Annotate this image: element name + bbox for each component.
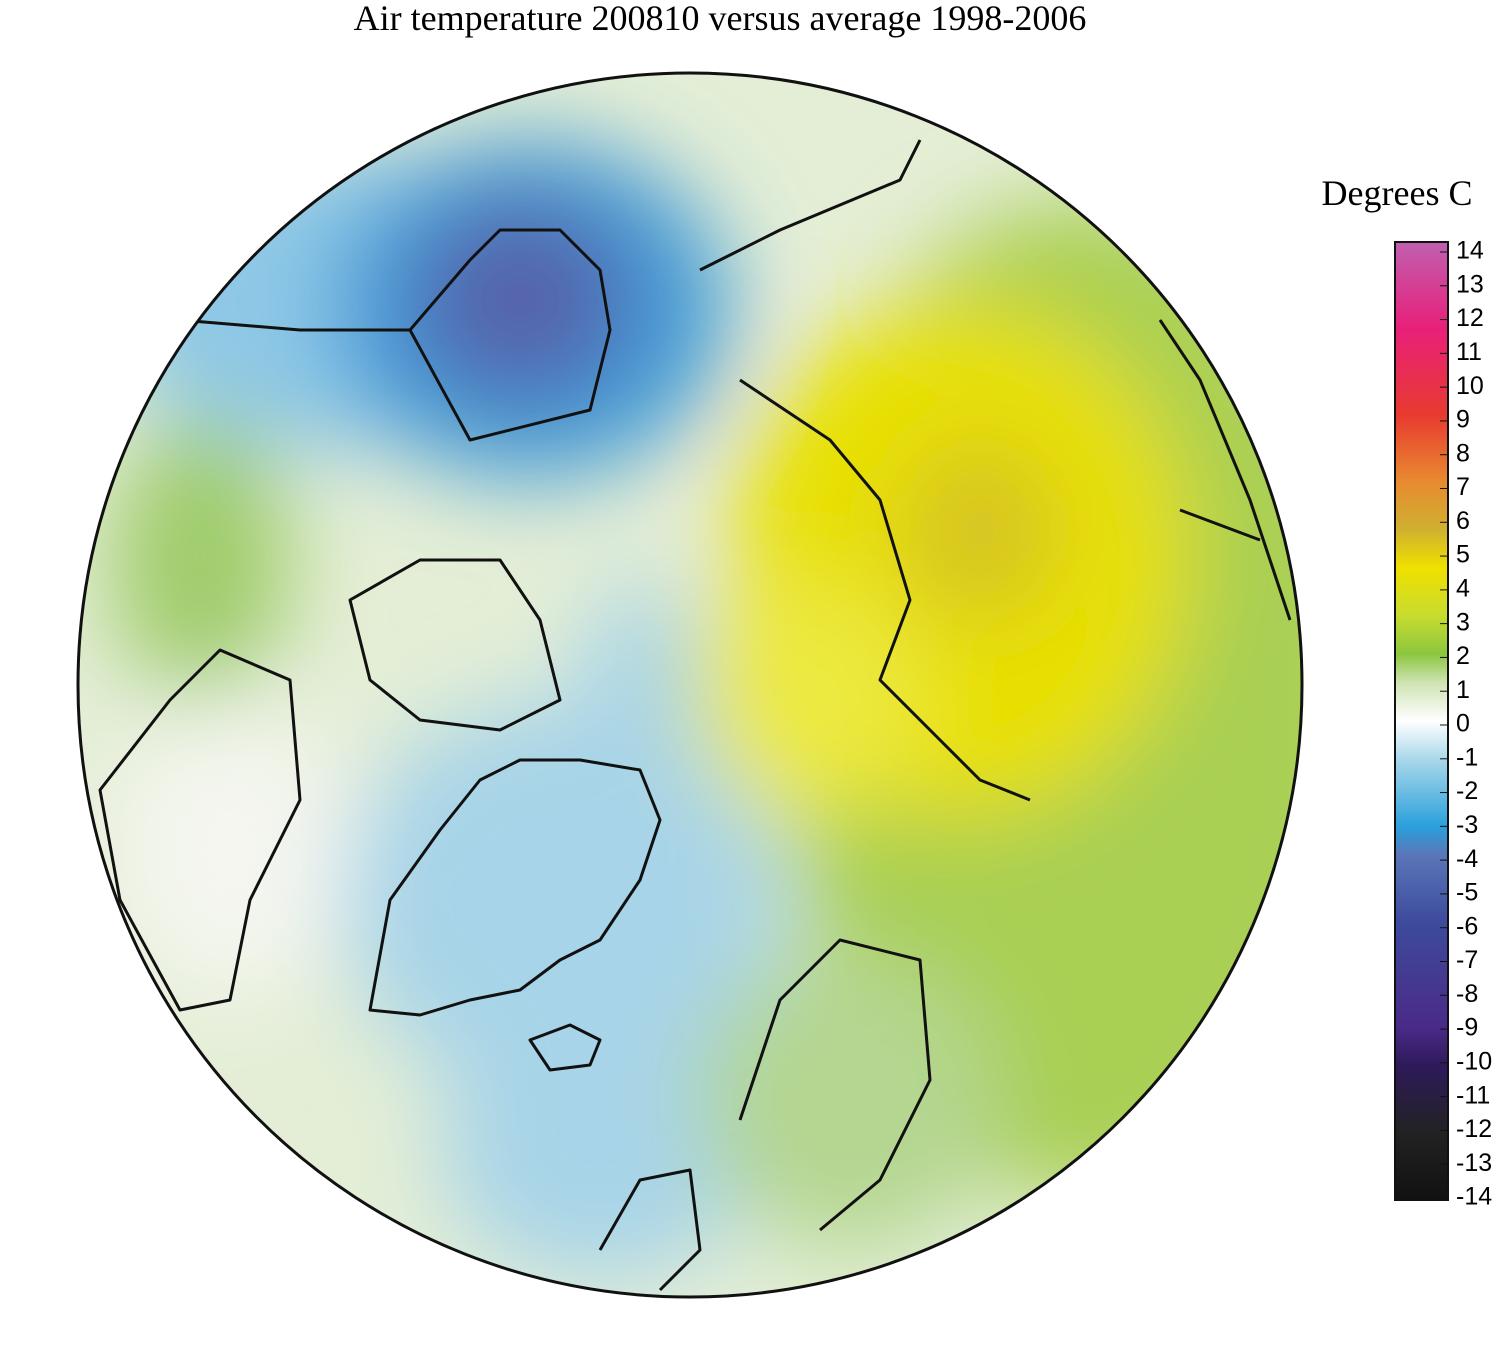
colorbar-tick-label: 0 xyxy=(1456,710,1470,738)
colorbar-tick-label: 3 xyxy=(1456,608,1470,636)
colorbar-tick-label: 1 xyxy=(1456,676,1470,704)
temperature-field xyxy=(78,73,1302,1297)
colorbar-tick-label: 14 xyxy=(1456,237,1484,265)
colorbar-tick-label: 7 xyxy=(1456,473,1470,501)
colorbar-tick-label: 9 xyxy=(1456,406,1470,434)
colorbar-tick-label: -2 xyxy=(1456,777,1478,805)
colorbar-tick-label: -3 xyxy=(1456,811,1478,839)
colorbar-tick-label: -4 xyxy=(1456,845,1478,873)
colorbar-label: Degrees C xyxy=(1322,173,1473,213)
colorbar-tick-label: -12 xyxy=(1456,1115,1492,1143)
colorbar-tick-label: 5 xyxy=(1456,541,1470,569)
colorbar-tick-label: -1 xyxy=(1456,743,1478,771)
colorbar-tick-label: 6 xyxy=(1456,507,1470,535)
colorbar-tick-label: -14 xyxy=(1456,1183,1492,1211)
colorbar-tick-label: -8 xyxy=(1456,980,1478,1008)
colorbar-tick-label: -7 xyxy=(1456,946,1478,974)
colorbar-tick-label: 8 xyxy=(1456,439,1470,467)
map-title: Air temperature 200810 versus average 19… xyxy=(354,0,1087,38)
colorbar-tick-label: -11 xyxy=(1456,1081,1490,1109)
colorbar-tick-label: -9 xyxy=(1456,1014,1478,1042)
colorbar-tick-label: 10 xyxy=(1456,372,1484,400)
colorbar-tick-label: 12 xyxy=(1456,304,1484,332)
colorbar-tick-label: -6 xyxy=(1456,912,1478,940)
colorbar-tick-label: 11 xyxy=(1456,338,1482,366)
map-border xyxy=(76,71,1304,1299)
colorbar-tick-label: -5 xyxy=(1456,879,1478,907)
colorbar-tick-label: -13 xyxy=(1456,1149,1492,1177)
colorbar xyxy=(1394,241,1449,1201)
colorbar-tick-label: 2 xyxy=(1456,642,1470,670)
colorbar-tick-label: 13 xyxy=(1456,270,1484,298)
coastlines xyxy=(98,139,1292,1292)
colorbar-tick-label: 4 xyxy=(1456,574,1470,602)
colorbar-tick-label: -10 xyxy=(1456,1047,1492,1075)
